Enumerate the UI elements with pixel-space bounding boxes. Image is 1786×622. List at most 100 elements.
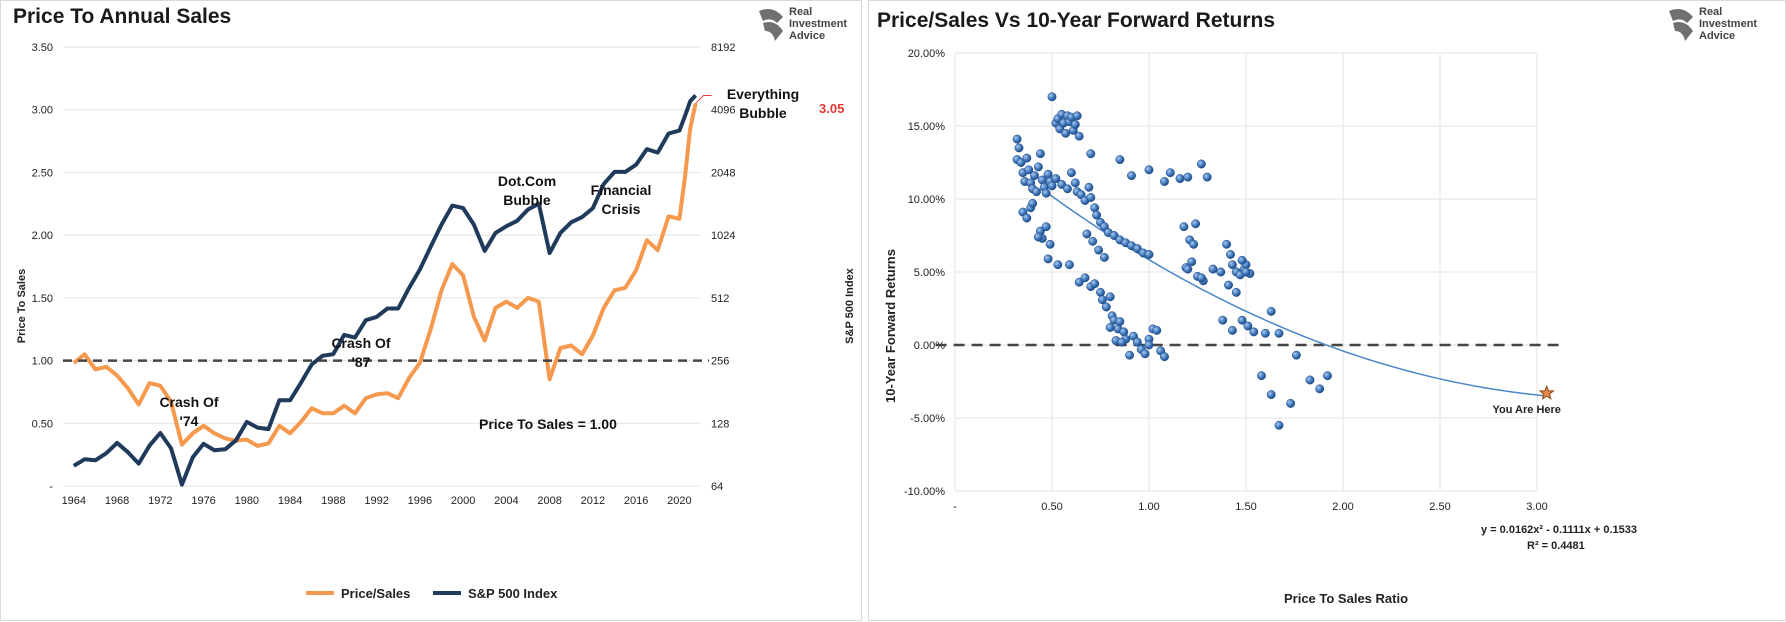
left-legend: Price/Sales S&P 500 Index [306, 586, 558, 601]
left-y2-tick-label: 64 [711, 481, 723, 493]
scatter-point [1088, 236, 1098, 246]
right-x-tick-label: 1.00 [1138, 501, 1159, 513]
scatter-point [1086, 193, 1096, 202]
legend-label-price-sales: Price/Sales [341, 586, 410, 601]
scatter-point [1053, 260, 1063, 270]
scatter-point [1065, 260, 1074, 270]
scatter-point [1063, 184, 1072, 194]
left-x-tick-label: 1968 [105, 495, 129, 507]
scatter-point [1323, 371, 1332, 381]
series-line-price-sales [72, 102, 698, 448]
left-x-tick-label: 1976 [191, 495, 215, 507]
scatter-point [1208, 264, 1218, 274]
left-y-ticks: - 0.50 1.00 1.50 2.00 2.50 3.00 3.50 [32, 42, 54, 493]
price-to-sales-chart: Price To Annual Sales Real Investment Ad… [13, 5, 856, 601]
scatter-point [1160, 177, 1169, 186]
annotation-everything-bubble-line1: Everything [727, 86, 799, 102]
left-y-tick-label: 2.50 [32, 167, 53, 179]
left-x-tick-label: 2008 [537, 495, 561, 507]
scatter-point [1187, 257, 1197, 267]
left-x-tick-label: 2020 [667, 495, 691, 507]
scatter-point [1014, 143, 1024, 153]
price-to-sales-chart-panel: Price To Annual Sales Real Investment Ad… [0, 0, 862, 621]
scatter-point [1266, 306, 1276, 316]
logo-line-1: Real [1699, 6, 1722, 18]
scatter-point [1097, 295, 1107, 305]
scatter-point [1022, 213, 1032, 223]
left-y2-tick-label: 512 [711, 293, 729, 305]
right-y-tick-label: 0.00% [914, 340, 945, 352]
scatter-point [1224, 280, 1233, 290]
left-y-tick-label: 2.00 [32, 230, 53, 242]
scatter-point [1132, 337, 1142, 347]
scatter-point [1266, 390, 1276, 400]
scatter-point [1030, 171, 1039, 181]
scatter-point [1286, 398, 1296, 408]
price-sales-vs-returns-panel: Price/Sales Vs 10-Year Forward Returns R… [868, 0, 1786, 621]
scatter-point [1183, 172, 1193, 182]
annotation-dotcom-line1: Dot.Com [498, 173, 556, 189]
annotation-crash-74-line1: Crash Of [159, 394, 218, 410]
scatter-point [1090, 203, 1100, 213]
scatter-point [1196, 273, 1206, 283]
scatter-point [1227, 260, 1237, 270]
scatter-point [1032, 187, 1041, 197]
right-x-ticks: - 0.50 1.00 1.50 2.00 2.50 3.00 [953, 501, 1548, 513]
scatter-point [1249, 327, 1259, 337]
legend-label-sp500: S&P 500 Index [468, 586, 558, 601]
scatter-point [1092, 210, 1102, 220]
scatter-point [1101, 302, 1111, 312]
left-y-axis-title: Price To Sales [16, 269, 28, 343]
left-x-tick-label: 2016 [624, 495, 648, 507]
scatter-point [1115, 155, 1125, 165]
you-are-here-star-icon [1538, 384, 1555, 400]
scatter-point [1274, 420, 1284, 430]
right-y-tick-label: 5.00% [914, 267, 945, 279]
left-x-tick-label: 1972 [148, 495, 172, 507]
left-x-tick-label: 2000 [451, 495, 475, 507]
left-x-tick-label: 1980 [235, 495, 259, 507]
you-are-here-label: You Are Here [1492, 404, 1560, 416]
scatter-point [1241, 267, 1251, 277]
scatter-point [1117, 337, 1127, 347]
scatter-point [1043, 169, 1053, 179]
trendline-r-squared: R² = 0.4481 [1527, 540, 1585, 552]
scatter-point [1144, 165, 1154, 175]
logo: Real Investment Advice [1669, 6, 1757, 42]
scatter-point [1099, 252, 1109, 262]
scatter-point [1045, 239, 1055, 249]
annotation-everything-bubble-line2: Bubble [739, 105, 787, 121]
logo-line-3: Advice [1699, 30, 1735, 42]
scatter-point [1051, 174, 1061, 184]
scatter-point [1043, 254, 1053, 264]
left-series-lines [72, 94, 712, 487]
left-y2-axis-title: S&P 500 Index [844, 267, 856, 343]
scatter-point [1096, 287, 1105, 297]
scatter-point [1305, 375, 1315, 385]
left-y2-tick-label: 256 [711, 356, 729, 368]
left-x-tick-label: 1988 [321, 495, 345, 507]
logo-line-1: Real [789, 6, 812, 18]
right-y-tick-label: -10.00% [904, 486, 945, 498]
right-x-tick-label: 2.50 [1429, 501, 1450, 513]
annotation-financial-crisis-line1: Financial [591, 182, 652, 198]
scatter-point [1094, 245, 1104, 255]
left-y2-tick-label: 4096 [711, 105, 735, 117]
right-y-tick-label: 15.00% [908, 121, 946, 133]
trendline [1041, 188, 1547, 397]
left-y2-tick-label: 128 [711, 418, 729, 430]
scatter-point [1080, 273, 1090, 283]
scatter-point [1115, 317, 1125, 327]
scatter-point [1024, 165, 1034, 175]
left-y2-tick-label: 1024 [711, 230, 735, 242]
left-y-tick-label: - [49, 481, 53, 493]
left-x-tick-label: 2004 [494, 495, 518, 507]
right-y-tick-label: -5.00% [910, 413, 945, 425]
scatter-point [1231, 287, 1241, 297]
annotation-dotcom-line2: Bubble [503, 192, 551, 208]
scatter-point [1191, 219, 1201, 229]
annotation-crash-87-line2: '87 [352, 354, 371, 370]
scatter-point [1243, 321, 1253, 331]
left-x-tick-label: 2012 [581, 495, 605, 507]
scatter-point [1047, 92, 1057, 102]
